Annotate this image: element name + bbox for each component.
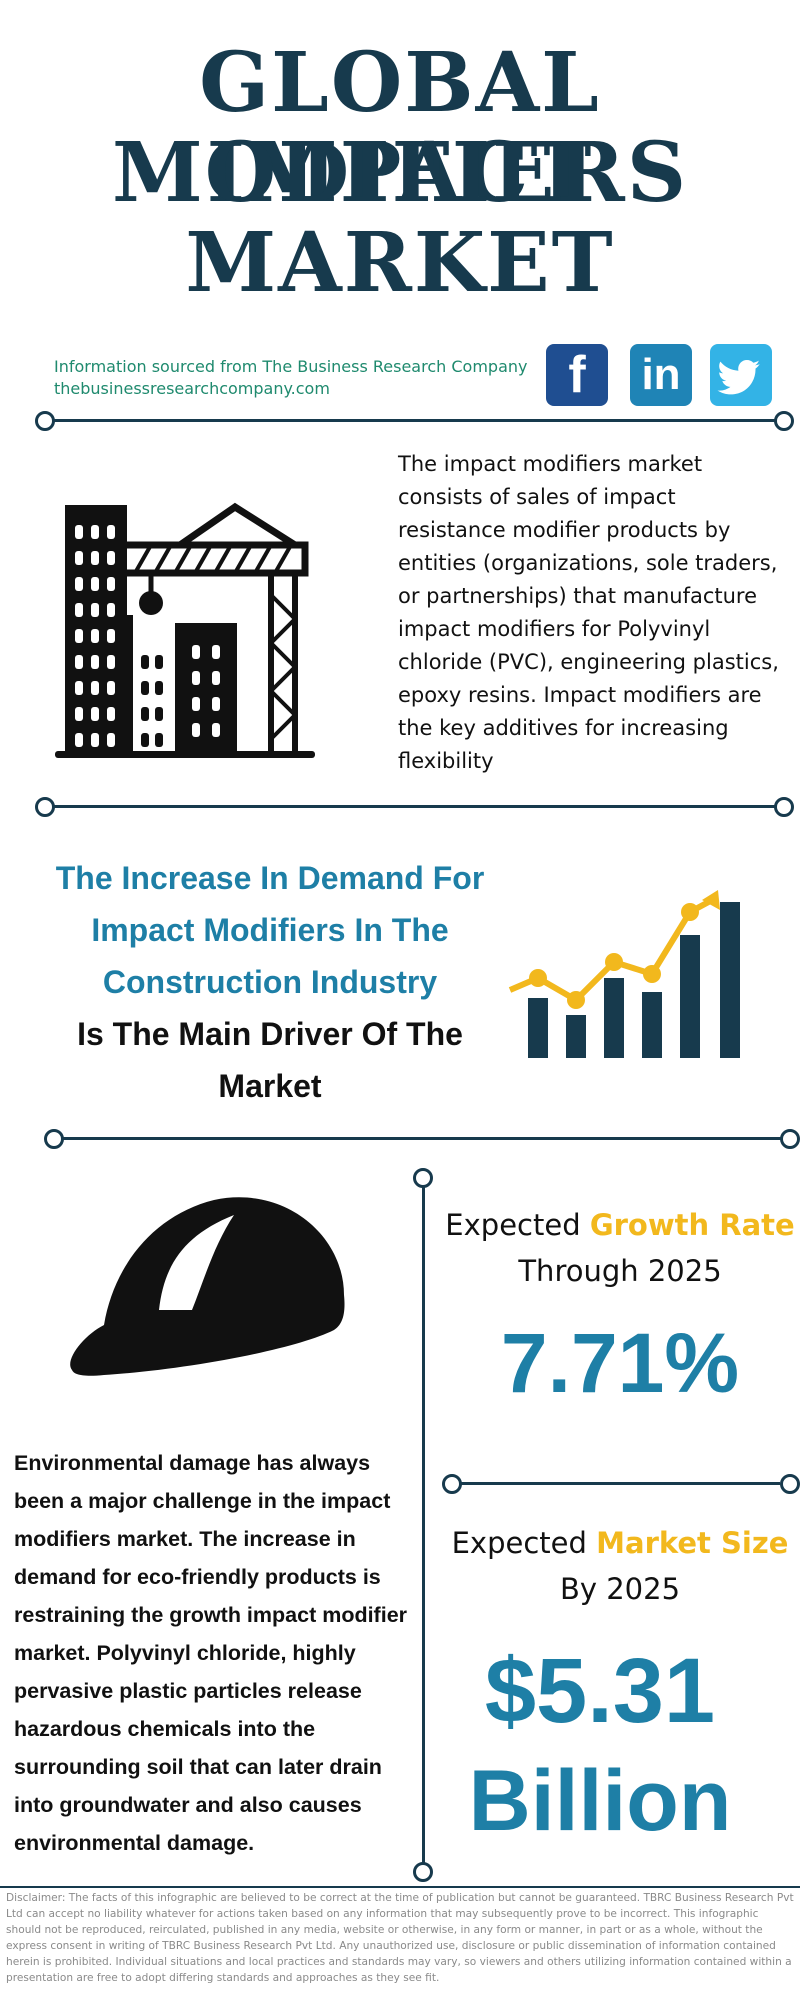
market-size-label: Expected Market Size — [440, 1520, 800, 1566]
facebook-icon[interactable]: f — [546, 344, 608, 406]
linkedin-label: in — [641, 350, 681, 399]
divider-node — [413, 1862, 433, 1882]
source-text: Information sourced from The Business Re… — [54, 357, 528, 376]
divider-line — [54, 1137, 786, 1140]
growth-prefix: Expected — [445, 1208, 581, 1242]
hard-hat-icon — [70, 1197, 345, 1376]
divider-line — [44, 805, 784, 808]
title-line-1: GLOBAL IMPACT — [199, 35, 601, 221]
market-size-value: $5.31 — [484, 1640, 716, 1742]
growth-period: Through 2025 — [518, 1254, 722, 1288]
twitter-icon[interactable] — [710, 344, 772, 406]
title-line-2: MODIFIERS — [111, 125, 689, 221]
market-size-period: By 2025 — [559, 1572, 681, 1606]
source-link[interactable]: thebusinessresearchcompany.com — [54, 379, 330, 398]
driver-line-2: Impact Modifiers In The — [91, 912, 449, 948]
growth-highlight: Growth Rate — [589, 1208, 795, 1242]
divider-node — [780, 1474, 800, 1494]
footer-rule — [0, 1886, 800, 1888]
construction-buildings-icon — [55, 502, 315, 758]
divider-node — [780, 1129, 800, 1149]
disclaimer-text: Disclaimer: The facts of this infographi… — [6, 1892, 794, 1984]
driver-line-4: Is The Main Driver Of The — [77, 1016, 463, 1052]
divider-node — [44, 1129, 64, 1149]
growth-rate-value: 7.71% — [500, 1316, 740, 1410]
twitter-bird-icon — [717, 360, 760, 395]
restraint-text: Environmental damage has always been a m… — [14, 1451, 408, 1855]
market-size-prefix: Expected — [451, 1526, 587, 1560]
vertical-divider — [422, 1180, 425, 1870]
market-size-highlight: Market Size — [596, 1526, 789, 1560]
title-line-3: MARKET — [185, 215, 615, 311]
driver-line-1: The Increase In Demand For — [55, 860, 485, 896]
growth-chart-icon — [508, 890, 740, 1058]
driver-line-3: Construction Industry — [102, 964, 438, 1000]
divider-node — [774, 797, 794, 817]
divider-node — [35, 411, 55, 431]
divider-node — [442, 1474, 462, 1494]
divider-line — [460, 1482, 780, 1485]
linkedin-icon[interactable]: in — [630, 344, 692, 406]
facebook-label: f — [568, 346, 586, 404]
divider-node — [413, 1168, 433, 1188]
divider-node — [774, 411, 794, 431]
divider-node — [35, 797, 55, 817]
divider-line — [44, 419, 784, 422]
growth-label: Expected Growth Rate — [440, 1202, 800, 1248]
market-size-unit: Billion — [468, 1753, 732, 1849]
driver-line-5: Market — [218, 1068, 322, 1104]
market-description: The impact modifiers market consists of … — [398, 452, 779, 773]
